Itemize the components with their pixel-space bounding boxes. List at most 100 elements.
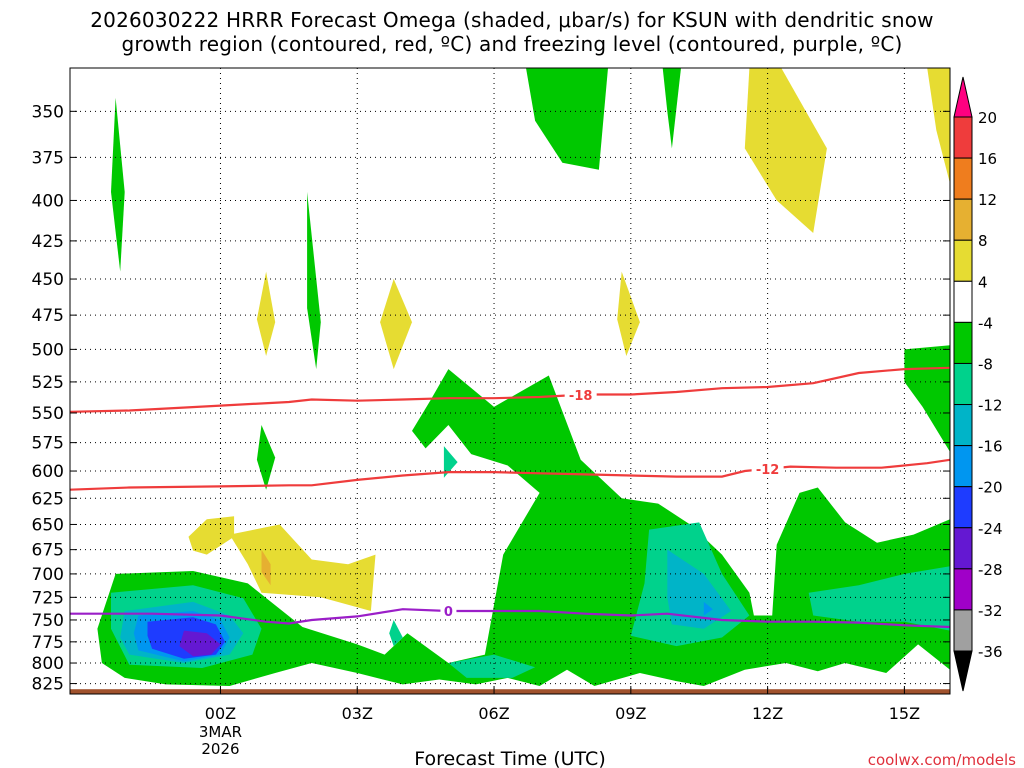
y-tick-label-475: 475 <box>32 306 64 326</box>
x-axis-title: Forecast Time (UTC) <box>414 748 605 768</box>
contour-label-bg-0 <box>564 386 597 403</box>
x-tick-label-00Z: 00Z <box>205 704 236 723</box>
colorbar-label-8: -16 <box>978 438 1003 456</box>
x-tick-label-03Z: 03Z <box>342 704 373 723</box>
x-tick-label-06Z: 06Z <box>478 704 509 723</box>
y-axis: 350 375 400 425 450 475 500 525 550 575 600 625 650 6… <box>32 102 950 695</box>
y-tick-label-825: 825 <box>32 675 64 695</box>
colorbar-bottom-arrow <box>953 650 973 692</box>
contour-label-bg-2 <box>440 603 457 620</box>
contour-label-bg-1 <box>751 460 784 477</box>
omega-region-12 <box>261 549 271 586</box>
y-tick-label-775: 775 <box>32 633 64 653</box>
omega-region-24 <box>703 601 713 616</box>
terrain-band <box>70 689 950 694</box>
chart-title-line1: 2026030222 HRRR Forecast Omega (shaded, … <box>90 8 934 32</box>
colorbar-segment-5 <box>953 321 973 364</box>
colorbar-label-5: -4 <box>978 314 993 332</box>
colorbar-segment-3 <box>953 239 973 282</box>
y-tick-label-350: 350 <box>32 102 64 122</box>
x-tick-label-15Z: 15Z <box>889 704 920 723</box>
omega-region-10 <box>744 68 827 233</box>
x-tick-label-09Z: 09Z <box>615 704 646 723</box>
colorbar: 20 16 12 8 4 -4 -8 -12 -16 -20 -24 -28 -32 -36 <box>953 76 1003 692</box>
colorbar-label-3: 8 <box>978 232 988 250</box>
colorbar-segment-12 <box>953 609 973 652</box>
contour-label-2: 0 <box>444 605 453 620</box>
y-tick-label-575: 575 <box>32 434 64 454</box>
colorbar-segment-0 <box>953 116 973 159</box>
y-tick-label-525: 525 <box>32 373 64 393</box>
omega-shading <box>97 68 950 686</box>
plot-frame <box>69 67 951 695</box>
y-tick-label-700: 700 <box>32 565 64 585</box>
colorbar-segment-6 <box>953 362 973 406</box>
temperature-contours: -18 -12 0 <box>70 366 950 629</box>
colorbar-label-0: 20 <box>978 109 997 127</box>
colorbar-label-11: -28 <box>978 561 1003 579</box>
y-tick-label-725: 725 <box>32 588 64 608</box>
colorbar-label-1: 16 <box>978 150 997 168</box>
y-tick-label-650: 650 <box>32 515 64 535</box>
colorbar-top-arrow <box>953 76 973 118</box>
colorbar-label-2: 12 <box>978 191 997 209</box>
y-tick-label-375: 375 <box>32 148 64 168</box>
omega-region-20 <box>808 566 950 631</box>
contour-line-1 <box>70 458 950 491</box>
omega-region-6 <box>256 271 276 356</box>
omega-region-26 <box>179 630 221 657</box>
omega-region-5 <box>188 516 235 555</box>
y-tick-label-600: 600 <box>32 462 64 482</box>
y-tick-label-800: 800 <box>32 654 64 674</box>
colorbar-segment-2 <box>953 198 973 241</box>
colorbar-segment-4 <box>953 280 973 323</box>
y-tick-label-500: 500 <box>32 340 64 360</box>
chart-title-line2: growth region (contoured, red, ºC) and f… <box>121 32 903 56</box>
omega-region-1 <box>307 192 321 370</box>
colorbar-segment-11 <box>953 568 973 611</box>
colorbar-label-6: -8 <box>978 355 993 373</box>
omega-region-14 <box>904 345 950 452</box>
colorbar-label-13: -36 <box>978 643 1003 661</box>
omega-region-16 <box>448 654 536 678</box>
omega-region-4 <box>662 68 681 149</box>
colorbar-label-9: -20 <box>978 479 1003 497</box>
omega-region-9 <box>229 524 376 611</box>
colorbar-label-7: -12 <box>978 397 1003 415</box>
colorbar-label-10: -24 <box>978 520 1003 538</box>
omega-region-22 <box>667 549 732 629</box>
y-tick-label-625: 625 <box>32 489 64 509</box>
contour-line-2 <box>70 608 950 629</box>
y-tick-label-450: 450 <box>32 270 64 290</box>
omega-region-18 <box>389 620 403 647</box>
colorbar-segment-9 <box>953 486 973 529</box>
colorbar-segment-7 <box>953 404 973 447</box>
x-tick-label-12Z: 12Z <box>752 704 783 723</box>
y-tick-label-550: 550 <box>32 404 64 424</box>
x-date-label-1: 2026 <box>201 740 239 758</box>
omega-region-3 <box>526 68 608 170</box>
contour-label-0: -18 <box>569 389 593 404</box>
colorbar-segment-10 <box>953 527 973 570</box>
x-date-label-0: 3MAR <box>199 723 242 741</box>
terrain <box>70 689 950 694</box>
contour-label-1: -12 <box>756 463 780 478</box>
omega-region-0 <box>111 97 125 272</box>
y-tick-label-750: 750 <box>32 611 64 631</box>
colorbar-segment-8 <box>953 445 973 488</box>
y-tick-label-425: 425 <box>32 232 64 252</box>
colorbar-label-4: 4 <box>978 273 988 291</box>
omega-region-8 <box>617 271 640 356</box>
site-credit: coolwx.com/models <box>868 751 1016 768</box>
y-tick-label-400: 400 <box>32 191 64 211</box>
y-tick-label-675: 675 <box>32 541 64 561</box>
omega-region-11 <box>927 68 950 184</box>
omega-region-2 <box>256 425 276 490</box>
colorbar-label-12: -32 <box>978 602 1003 620</box>
grid-lines <box>70 68 950 694</box>
colorbar-segment-1 <box>953 157 973 200</box>
contour-line-0 <box>70 366 950 413</box>
omega-region-7 <box>380 279 412 370</box>
